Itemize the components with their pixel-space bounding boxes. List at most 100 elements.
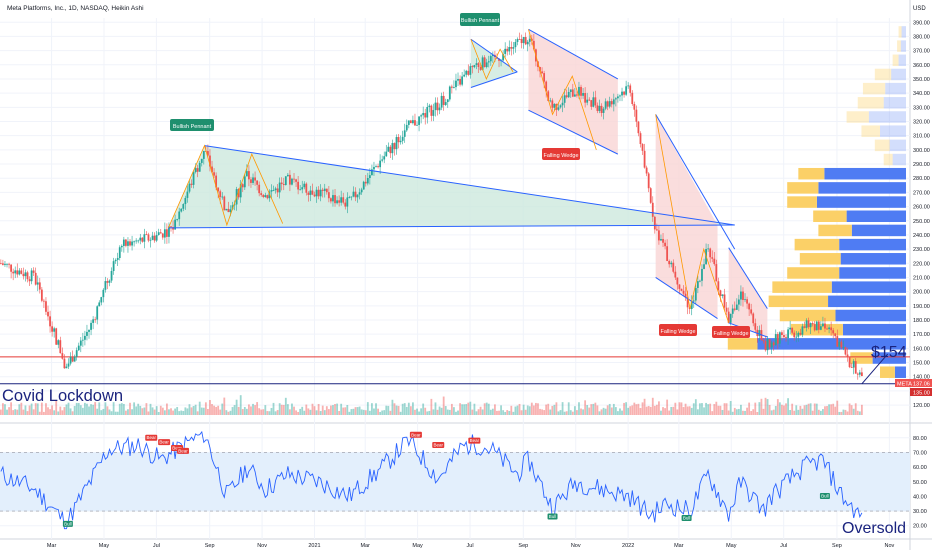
falling-wedge-label-3: Falling Wedge [712,326,750,338]
candle-body [254,177,256,181]
volume-bar [809,403,812,415]
volume-bar [463,404,466,415]
volume-bar [434,402,437,415]
volume-bar [846,411,849,415]
candle-body [268,191,271,199]
volume-bar [850,405,853,415]
bear-marker-text: Bear [146,435,156,440]
volume-bar [446,409,449,415]
volume-bar [719,405,722,415]
volume-bar [696,409,699,415]
candle-body [112,261,115,272]
candle-body [649,188,652,203]
candle-body [2,263,4,265]
candle-body [157,232,160,235]
volume-bar [760,398,763,415]
volume-bar [770,410,773,415]
volume-bar [762,408,765,415]
candle-body [36,282,39,285]
volume-bar [813,403,816,415]
volume-bar [116,411,119,415]
candle-body [744,299,746,301]
volume-bar [420,408,423,415]
candle-body [418,116,420,125]
volume-bar [412,402,414,415]
time-tick-label: Nov [571,543,581,549]
candle-body [504,48,507,54]
candle-body [600,105,603,113]
candle-body [49,316,51,327]
volume-bar [573,406,576,415]
volume-bar [489,409,492,415]
candle-body [463,74,466,77]
volume-bar [258,408,261,415]
candle-body [576,94,578,96]
volume-bar [834,406,837,415]
volume-bar [248,404,250,415]
volume-bar [241,409,244,415]
candle-body [498,58,500,61]
price-tick-label: 320.00 [913,120,930,126]
candle-body [301,187,304,190]
volume-bar [787,398,789,415]
candle-body [672,262,675,272]
volume-bar [51,405,54,415]
volume-bar [781,404,783,415]
candle-body [114,259,117,262]
volume-bar [774,405,777,415]
volume-bar [352,408,355,415]
candle-body [381,159,384,161]
volume-bar [856,410,859,415]
candle-body [491,54,494,57]
volume-bar [569,410,572,415]
bear-marker [432,442,445,449]
price-tick-label: 170.00 [913,332,930,338]
volume-bar [571,411,574,415]
candle-body [582,93,584,96]
vp-bar-up [816,196,906,208]
vp-bar-up [891,68,906,81]
volume-bar [610,407,613,415]
volume-bar [350,409,353,415]
volume-bar [133,402,136,415]
volume-bar [12,410,15,415]
volume-bar [731,411,734,415]
candle-body [12,271,15,274]
candle-body [713,258,716,265]
volume-bar [795,405,798,415]
volume-bar [528,406,531,415]
volume-bar [30,403,33,415]
falling-wedge-label-3-text: Falling Wedge [713,331,748,337]
candle-body [213,172,215,176]
candle-body [711,257,714,259]
volume-bar [801,408,804,415]
volume-bar [459,403,461,415]
volume-bar [340,403,343,415]
volume-bar [832,403,835,415]
volume-bar [63,407,66,415]
volume-bar [184,407,187,415]
bear-marker [468,437,481,444]
candle-body [239,184,242,198]
volume-bar [561,402,564,415]
candle-body [354,191,357,198]
support-price-tag: 135.00 [910,388,932,397]
falling-wedge-label-2-text: Falling Wedge [660,329,695,335]
candle-body [252,177,254,183]
volume-bar [346,404,349,415]
time-tick-label: Sep [832,543,842,549]
volume-bar [723,403,726,415]
time-tick-label: Mar [47,543,57,549]
vp-bar-up [757,338,906,350]
volume-bar [377,408,379,415]
price-tick-label: 160.00 [913,346,930,352]
volume-bar [803,405,806,415]
candle-body [245,171,248,177]
candle-body [139,237,142,241]
vp-bar-up [901,26,906,38]
candle-body [383,156,386,160]
volume-bar [824,406,826,415]
volume-bar [336,403,338,415]
candle-body [518,39,521,40]
